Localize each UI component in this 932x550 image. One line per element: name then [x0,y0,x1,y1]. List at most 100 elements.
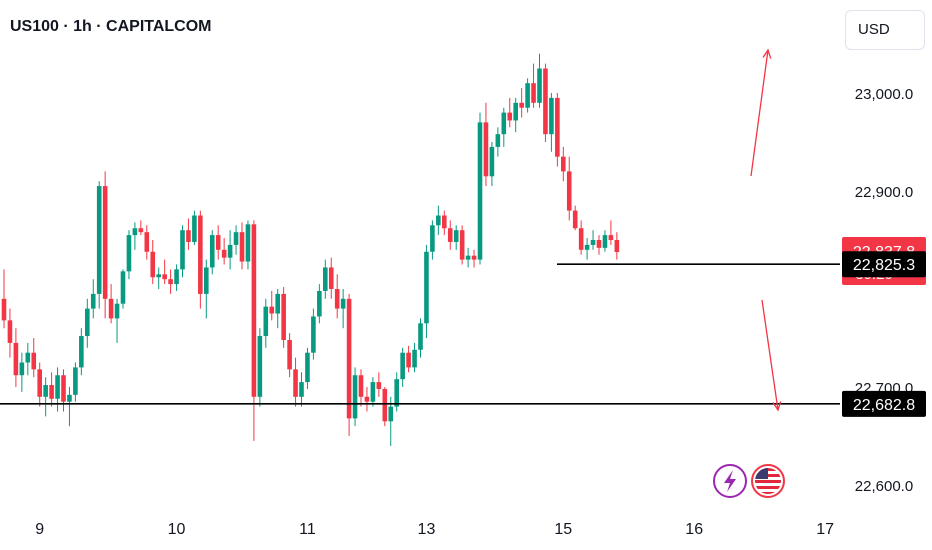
candle-body [346,298,352,419]
candle [43,377,48,417]
candle-body [483,122,489,177]
candle-body [376,382,382,389]
candle [340,289,346,329]
candle [436,205,441,236]
level-price-tag: 22,682.8 [842,390,926,417]
candle [168,269,173,294]
candle-body [519,102,524,108]
candle [96,181,102,309]
candle [73,362,78,402]
candle-body [209,235,215,268]
candle [311,308,316,360]
candle-body [561,156,566,172]
candle [245,220,251,270]
candle [549,93,554,152]
candle-body [31,352,37,370]
candle-body [198,215,203,294]
candle [614,232,620,260]
candle-body [221,249,227,258]
candle [251,220,257,441]
candle-body [43,385,48,397]
candle-body [465,255,471,260]
candle [198,210,203,309]
candle [85,298,90,348]
candle [61,369,66,412]
candle [465,247,471,268]
candle-body [275,293,280,314]
candle-body [328,267,334,289]
candle-body [436,215,441,226]
candle [233,225,239,255]
candle-body [79,336,84,368]
candle [507,97,513,128]
candle-body [447,228,453,242]
candle-body [513,102,518,121]
us-flag-icon[interactable] [751,464,785,498]
candle [334,274,340,319]
chart-title: US100 · 1h · CAPITALCOM [10,18,212,35]
candle-body [287,339,292,370]
lightning-icon[interactable] [713,464,747,498]
candle-body [281,293,286,340]
candle [317,284,322,324]
candle-body [412,349,417,368]
candle [471,249,477,268]
candle-body [96,186,102,294]
candle [138,220,144,236]
candle [49,372,54,407]
arrows-layer [750,48,782,412]
candle-body [317,290,322,317]
candle [352,367,358,427]
x-tick-label: 9 [35,521,44,538]
candle [287,333,292,378]
candle-body [543,68,548,135]
candle [221,238,227,265]
candle [55,367,60,412]
candle [430,220,435,260]
candle-body [572,210,578,229]
x-tick-label: 11 [299,521,316,538]
candle-body [150,251,156,278]
candle [67,387,72,427]
price-axis[interactable]: 23,000.022,900.022,700.022,600.0 [855,86,913,495]
candle [519,88,524,118]
candle [174,264,179,291]
candle [7,308,13,358]
candle [239,222,245,270]
candle-body [1,298,7,321]
candle [459,225,465,265]
x-tick-label: 13 [418,521,436,538]
candle [483,102,489,187]
candle [447,220,453,250]
candle [204,259,209,319]
candle [584,238,590,260]
candle [293,357,298,407]
candle [120,269,126,309]
candle [364,387,370,412]
trend-arrow [750,48,772,177]
candle-body [186,230,191,242]
candle-body [61,375,66,402]
candles-layer [1,53,620,446]
candle-body [370,382,376,402]
candle-body [233,232,239,245]
candle-body [25,352,31,363]
candle-body [305,352,310,383]
candle-body [192,215,197,242]
candle [108,284,114,324]
candle-body [584,244,590,250]
candle [150,240,156,285]
price-tags: 22,837.830:2022,825.322,682.8 [842,237,926,417]
candle-body [430,225,435,252]
candle-body [90,293,96,309]
candle-body [120,271,126,304]
candle [442,210,447,236]
y-tick-label: 22,600.0 [855,478,913,495]
event-icons[interactable] [713,464,785,498]
currency-button[interactable]: USD [845,10,925,50]
time-axis[interactable]: 9 10 11 13 15 16 17 [35,521,834,538]
candle [25,342,31,376]
candle-body [442,215,447,229]
candle-body [501,112,507,135]
